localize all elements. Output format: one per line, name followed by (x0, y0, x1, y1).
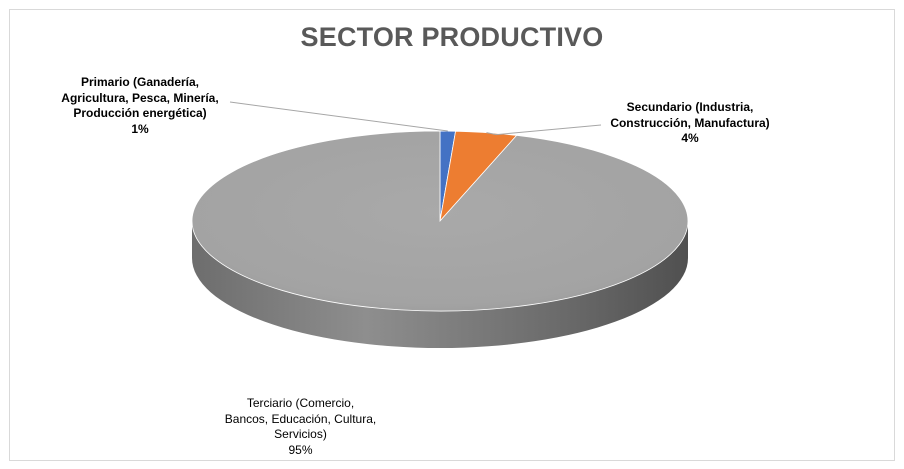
data-label-primario: Primario (Ganadería, Agricultura, Pesca,… (40, 75, 240, 137)
data-label-terciario-value: 95% (288, 442, 313, 457)
leader-line-primario (229, 101, 448, 132)
data-label-primario-value: 1% (131, 121, 149, 136)
data-label-secundario: Secundario (Industria, Construcción, Man… (600, 100, 780, 147)
data-label-primario-line: Primario (Ganadería, (80, 75, 200, 89)
leader-line-secundario (486, 124, 602, 136)
data-label-primario-line: Agricultura, Pesca, Minería, (61, 90, 219, 105)
data-label-terciario-line: Servicios) (274, 427, 327, 441)
pie-slice-terciario (191, 130, 689, 312)
chart-title: SECTOR PRODUCTIVO (300, 22, 604, 52)
data-label-secundario-line: Construcción, Manufactura) (610, 115, 770, 130)
data-label-terciario: Terciario (Comercio, Bancos, Educación, … (213, 396, 388, 458)
data-label-secundario-value: 4% (681, 131, 699, 145)
data-label-secundario-line: Secundario (Industria, (626, 100, 754, 114)
data-label-terciario-line: Bancos, Educación, Cultura, (224, 411, 377, 426)
pie-slice-side-terciario (192, 221, 688, 348)
data-label-terciario-line: Terciario (Comercio, (246, 396, 355, 410)
data-label-primario-line: Producción energética) (73, 106, 207, 120)
